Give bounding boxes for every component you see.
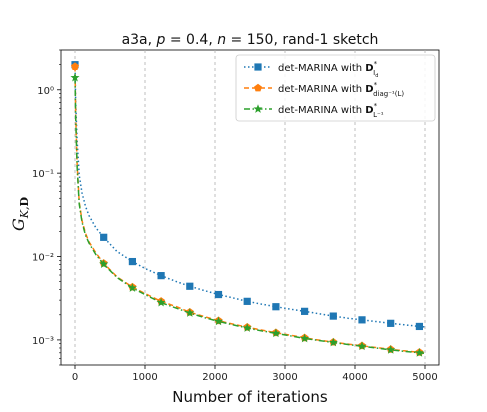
- legend-label-text: det-MARINA with: [278, 105, 365, 116]
- series-marker: [329, 312, 337, 320]
- series-marker: [100, 233, 108, 241]
- legend-label-sup: *: [374, 60, 378, 68]
- x-tick-label: 0: [72, 372, 78, 383]
- x-tick-label: 3000: [272, 372, 297, 383]
- series-marker: [185, 308, 195, 317]
- ylabel-sub: ,: [18, 207, 31, 211]
- y-tick-label: 10⁰: [37, 86, 54, 97]
- ylabel-sub: K: [18, 209, 31, 219]
- legend-box: [235, 54, 436, 122]
- series-marker: [128, 257, 136, 266]
- series-marker: [271, 328, 281, 338]
- series-marker: [186, 282, 194, 290]
- series-marker: [272, 303, 280, 311]
- legend-label-sub: L⁻¹: [373, 111, 384, 119]
- series-marker: [300, 333, 310, 343]
- x-axis-label: Number of iterations: [172, 388, 328, 406]
- title-part: = 150, rand-1 sketch: [226, 32, 378, 48]
- series-marker: [71, 62, 79, 70]
- chart-title: a3a, p = 0.4, n = 150, rand-1 sketch: [122, 32, 379, 48]
- legend-label-symbol: D: [365, 63, 373, 74]
- series-marker: [243, 297, 251, 305]
- y-tick-label: 10⁻²: [32, 253, 54, 264]
- legend-label: det-MARINA with D* Id: [278, 60, 378, 79]
- legend-label-symbol: D: [365, 105, 373, 116]
- y-tick-label: 10⁻³: [32, 336, 54, 347]
- y-tick-label: 10⁻¹: [32, 169, 54, 180]
- ylabel-sub: D: [18, 197, 31, 207]
- x-tick-label: 2000: [202, 372, 227, 383]
- series-marker: [386, 345, 396, 354]
- x-tick-label: 1000: [132, 372, 157, 383]
- series-marker: [357, 341, 367, 351]
- series-marker: [242, 323, 252, 332]
- legend-label-sup: *: [374, 81, 378, 89]
- series-marker: [254, 83, 262, 92]
- series-marker: [387, 319, 395, 327]
- grid-layer: [74, 50, 426, 365]
- series-marker: [414, 348, 424, 357]
- legend-label-sub: diag⁻¹(L): [373, 90, 404, 98]
- x-tick-label: 5000: [412, 372, 437, 383]
- title-part: n: [217, 32, 226, 48]
- axis-layer: 0 1000 2000 3000 4000 5000 10⁻³ 10⁻² 10⁻¹ 10⁰: [32, 49, 438, 383]
- title-part: a3a,: [122, 32, 157, 48]
- series-marker: [254, 63, 262, 71]
- series-marker: [99, 259, 109, 269]
- legend-label-text: det-MARINA with: [278, 84, 365, 95]
- legend-label-text: det-MARINA with: [278, 63, 365, 74]
- series-marker: [358, 316, 366, 324]
- series-marker: [127, 283, 137, 292]
- series-group: [70, 72, 426, 357]
- series-marker: [301, 307, 309, 315]
- series-layer: [70, 61, 426, 357]
- legend-label-sub: I: [373, 69, 375, 77]
- ylabel-main: G: [9, 218, 28, 231]
- title-part: p: [156, 32, 166, 48]
- series-marker: [253, 104, 263, 113]
- series-marker: [213, 316, 224, 326]
- legend-label-sup: *: [374, 102, 378, 110]
- series-marker: [70, 72, 80, 82]
- series-marker: [157, 272, 165, 280]
- series-marker: [214, 290, 223, 299]
- x-tick-label: 4000: [342, 372, 367, 383]
- series-marker: [156, 297, 166, 307]
- y-axis-label: GK,D: [9, 197, 31, 232]
- legend-label-subsub: d: [375, 73, 378, 79]
- series-marker: [328, 337, 338, 347]
- legend-label: det-MARINA with D* L⁻¹: [278, 102, 384, 119]
- plot-frame: [60, 49, 440, 366]
- series-marker: [415, 322, 423, 331]
- legend-label: det-MARINA with D* diag⁻¹(L): [278, 81, 404, 98]
- legend-label-symbol: D: [365, 84, 373, 95]
- title-part: = 0.4,: [165, 32, 217, 48]
